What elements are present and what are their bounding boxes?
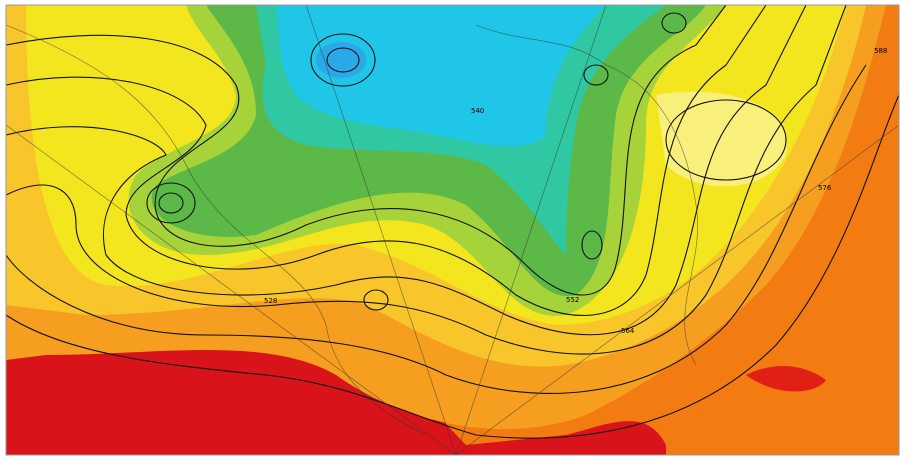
contour-label: 576: [818, 184, 832, 192]
hot-region: [6, 330, 666, 455]
hot-patch: [746, 365, 826, 392]
contour-label: 552: [566, 296, 579, 304]
coastlines: [5, 4, 900, 456]
contour-label: 540: [471, 107, 484, 115]
coldest-band: [276, 5, 606, 147]
contour-label: 588: [874, 47, 887, 55]
contour-label: 564: [621, 327, 635, 335]
contour-label: 528: [264, 297, 277, 305]
border: [5, 4, 900, 456]
contours: [5, 4, 900, 439]
map-area: 528 540 552 564 576 588: [5, 4, 900, 456]
pale-region: [656, 91, 787, 187]
labels: 528 540 552 564 576 588: [264, 47, 887, 335]
